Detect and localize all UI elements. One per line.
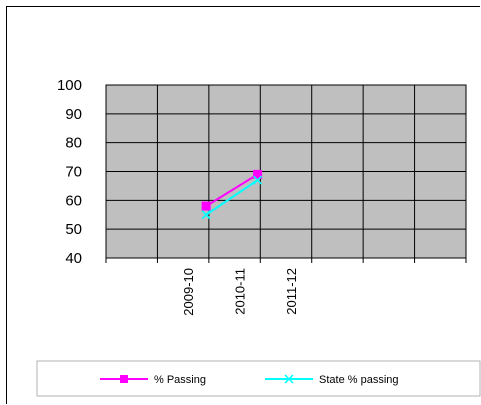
y-tick-label: 100 [57,77,82,94]
data-point-x [201,210,211,220]
x-category-label: 2011-12 [284,268,299,315]
data-point-square [201,201,211,211]
series-lines [201,169,263,220]
legend: % Passing State % passing [36,360,481,397]
data-point-x [253,175,263,185]
x-category-label: 2010-11 [233,268,248,315]
data-point-square [253,169,263,179]
y-axis-ticks: 100 90 80 70 60 50 40 [57,77,82,267]
legend-label: % Passing [154,374,206,386]
y-tick-label: 80 [65,135,82,152]
y-tick-label: 70 [65,164,82,181]
legend-label: State % passing [319,374,399,386]
y-tick-label: 50 [65,221,82,238]
legend-marker-x [284,374,294,384]
series-line [205,173,259,207]
chart-frame [6,6,480,404]
y-tick-label: 90 [65,106,82,123]
series-line [205,179,259,216]
y-tick-label: 40 [65,250,82,267]
y-tick-label: 60 [65,192,82,209]
x-category-label: 2009-10 [181,268,196,316]
legend-marker-square [120,375,128,383]
x-axis-categories: 2009-10 2010-11 2011-12 [181,268,299,316]
